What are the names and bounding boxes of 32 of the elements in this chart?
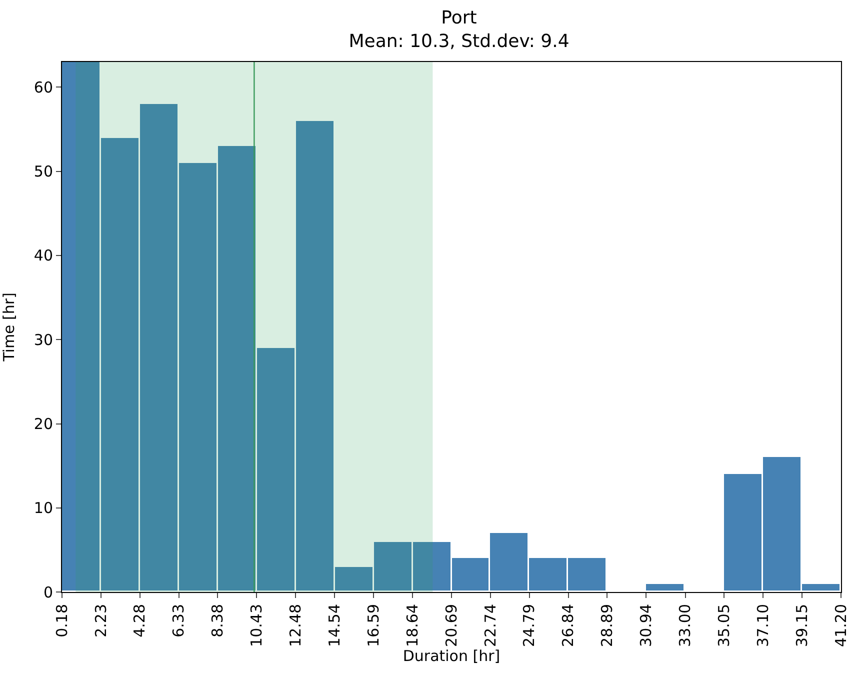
x-tick-label: 24.79 [520,604,538,647]
x-tick-label: 8.38 [208,604,227,638]
y-tick-label: 20 [34,415,53,433]
x-axis-title: Duration [hr] [402,646,500,665]
x-tick-label: 18.64 [403,604,422,647]
x-tick-label: 39.15 [792,604,811,647]
x-tick-label: 10.43 [248,604,266,647]
x-tick-label: 26.84 [559,604,578,647]
x-tick-label: 4.28 [130,604,149,638]
y-tick-label: 40 [34,246,53,265]
chart-title: Port [441,8,477,29]
y-tick-label: 10 [34,499,53,518]
x-tick-label: 12.48 [286,604,304,647]
x-tick-label: 28.89 [598,604,616,647]
y-tick-label: 30 [34,330,53,349]
x-tick-label: 6.33 [170,604,188,638]
x-tick-label: 2.23 [92,604,110,638]
x-tick-label: 35.05 [715,604,734,647]
x-tick-label: 22.74 [481,604,500,647]
y-axis-title: Time [hr] [0,292,18,362]
x-tick-label: 30.94 [637,604,656,647]
x-tick-label: 37.10 [754,604,772,647]
x-tick-label: 20.69 [442,604,460,647]
x-tick-label: 33.00 [676,604,694,647]
y-tick-label: 0 [43,583,53,602]
y-tick-label: 60 [34,78,53,96]
y-tick-label: 50 [34,162,53,181]
x-tick-label: 0.18 [52,604,71,638]
x-tick-label: 41.20 [832,604,850,647]
x-tick-label: 14.54 [326,604,344,647]
chart-subtitle: Mean: 10.3, Std.dev: 9.4 [348,31,570,52]
x-tick-label: 16.59 [364,604,383,647]
